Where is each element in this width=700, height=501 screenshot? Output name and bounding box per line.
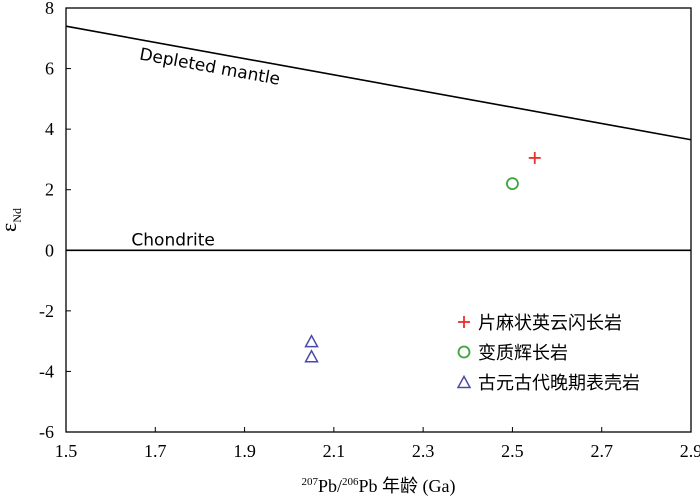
x-tick-label: 1.5 — [55, 441, 78, 461]
x-tick-label: 1.7 — [144, 441, 167, 461]
x-tick-label: 2.3 — [412, 441, 435, 461]
y-label-sub: Nd — [10, 208, 24, 223]
data-point — [304, 334, 319, 348]
y-tick-label: 4 — [45, 119, 54, 139]
reference-line-label: Depleted mantle — [138, 45, 282, 90]
data-point — [506, 177, 519, 191]
x-label-sup1: 207 — [301, 476, 318, 488]
x-label-part1: Pb/ — [318, 476, 342, 496]
data-point — [528, 151, 541, 164]
reference-lines: Depleted mantle Chondrite — [65, 25, 692, 252]
data-point — [304, 349, 319, 363]
y-label-main: ε — [0, 223, 21, 232]
x-tick-label: 2.5 — [501, 441, 524, 461]
x-axis-label: 207Pb/206Pb 年龄 (Ga) — [301, 476, 455, 497]
legend-label: 片麻状英云闪长岩 — [478, 313, 622, 334]
y-tick-label: 8 — [45, 0, 54, 18]
x-tick-label: 2.9 — [680, 441, 700, 461]
reference-line-label: Chondrite — [131, 230, 214, 250]
plot-area — [65, 7, 692, 433]
y-axis-label: εNd — [0, 208, 24, 232]
x-tick-label: 1.9 — [233, 441, 256, 461]
y-tick-label: -6 — [39, 422, 54, 442]
plot-frame — [65, 7, 692, 433]
legend-marker — [456, 374, 472, 389]
reference-line — [65, 25, 692, 141]
y-tick-label: 0 — [45, 240, 54, 260]
legend-marker — [458, 316, 470, 328]
legend-label: 古元古代晚期表壳岩 — [478, 373, 640, 394]
x-tick-label: 2.1 — [323, 441, 346, 461]
y-tick-label: 6 — [45, 59, 54, 79]
data-points — [304, 151, 541, 363]
y-tick-label: -4 — [39, 361, 54, 381]
x-label-part2: Pb 年龄 (Ga) — [359, 476, 456, 497]
x-label-sup2: 206 — [342, 476, 359, 488]
y-tick-label: -2 — [39, 301, 54, 321]
x-tick-label: 2.7 — [590, 441, 613, 461]
legend-label: 变质辉长岩 — [478, 343, 568, 364]
legend-marker — [457, 345, 471, 359]
y-tick-label: 2 — [45, 180, 54, 200]
axis-ticks: 1.5 1.7 1.9 2.1 2.3 2.5 2.7 2.9 -6 -4 -2 0 2 4 6 8 — [39, 0, 700, 461]
